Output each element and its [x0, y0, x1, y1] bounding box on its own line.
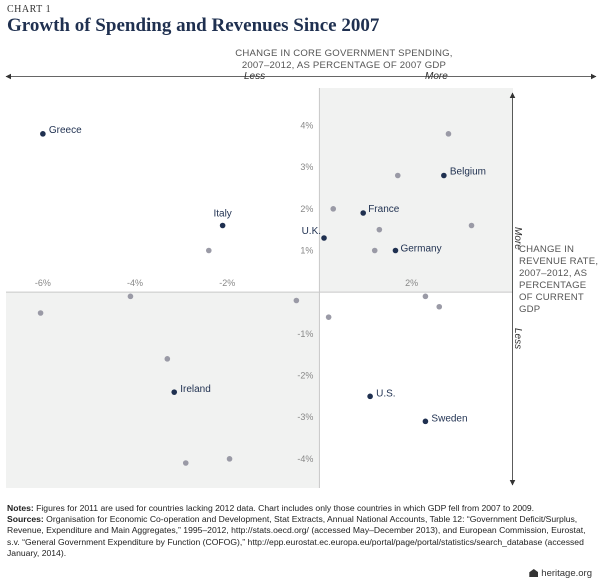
point-label: France: [368, 204, 400, 215]
point-label: Italy: [213, 209, 231, 220]
y-tick-label: -1%: [297, 329, 313, 339]
data-point: [376, 226, 383, 233]
notes-line: Notes: Figures for 2011 are used for cou…: [7, 503, 535, 513]
data-point-labeled: [219, 222, 226, 229]
data-point: [182, 460, 189, 466]
y-tick-label: -3%: [297, 412, 313, 422]
data-point: [445, 131, 452, 137]
footnotes: Notes: Figures for 2011 are used for cou…: [7, 503, 595, 559]
data-point-labeled: [40, 131, 46, 137]
data-point: [293, 297, 300, 304]
data-point: [127, 293, 134, 300]
data-point: [394, 172, 401, 179]
chart-number: CHART 1: [7, 4, 52, 15]
data-point: [330, 206, 337, 212]
point-label: Greece: [49, 125, 82, 136]
data-point-labeled: [171, 389, 178, 395]
data-point: [206, 247, 212, 254]
point-label: Ireland: [180, 384, 211, 395]
y-tick-label: 2%: [300, 204, 313, 214]
data-point: [422, 293, 429, 300]
data-point: [371, 247, 378, 254]
x-tick-label: -4%: [127, 278, 143, 288]
point-label: Sweden: [431, 413, 467, 424]
point-label: U.K.: [302, 226, 321, 237]
data-point: [468, 222, 475, 229]
x-tick-label: -6%: [35, 278, 51, 288]
data-point-labeled: [441, 172, 447, 179]
data-point: [436, 303, 443, 310]
data-point-labeled: [392, 247, 399, 254]
data-point-labeled: [422, 418, 429, 425]
quadrant-lower-left: [6, 292, 320, 488]
brand-mark: heritage.org: [529, 568, 592, 579]
x-tick-label: -2%: [219, 278, 235, 288]
house-icon: [529, 569, 539, 577]
data-point: [226, 456, 233, 462]
y-tick-label: 3%: [300, 162, 313, 172]
y-tick-label: -4%: [297, 454, 313, 464]
point-label: U.S.: [376, 388, 395, 399]
y-tick-label: 1%: [300, 246, 313, 256]
y-tick-label: 4%: [300, 121, 313, 131]
data-point-labeled: [360, 210, 367, 216]
y-axis-title: CHANGE IN REVENUE RATE, 2007–2012, AS PE…: [519, 244, 599, 315]
data-point: [37, 310, 44, 316]
x-tick-label: 2%: [405, 278, 418, 288]
data-point: [164, 356, 171, 362]
x-axis-title: CHANGE IN CORE GOVERNMENT SPENDING, 2007…: [235, 48, 453, 71]
sources-line: Sources: Organisation for Economic Co-op…: [7, 514, 586, 558]
y-direction-less: Less: [512, 328, 523, 350]
y-tick-label: -2%: [297, 371, 313, 381]
quadrant-upper-right: [319, 88, 513, 293]
data-point-labeled: [367, 393, 373, 400]
chart-title: Growth of Spending and Revenues Since 20…: [7, 15, 380, 36]
data-point-labeled: [321, 235, 327, 241]
point-label: Germany: [400, 244, 441, 255]
data-point: [325, 314, 332, 320]
point-label: Belgium: [450, 167, 486, 178]
